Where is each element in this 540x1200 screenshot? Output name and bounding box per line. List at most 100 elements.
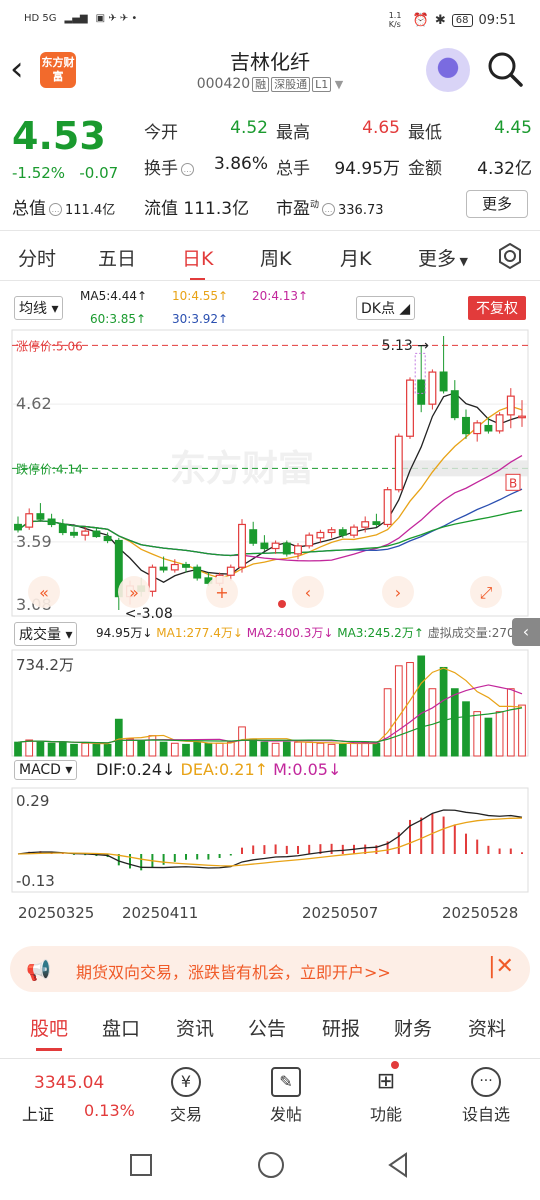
last-price: 4.53 — [12, 114, 106, 158]
change-percent: -1.52% — [12, 164, 66, 182]
ma5-legend: MA5:4.44↑ — [80, 289, 148, 303]
info-icon[interactable]: … — [181, 162, 194, 176]
candle-body — [249, 529, 258, 544]
candle-body — [193, 566, 202, 579]
clock: 09:51 — [478, 12, 516, 28]
candle-body — [372, 521, 381, 526]
dk-point-select[interactable]: DK点 ◢ — [356, 296, 416, 320]
ma20-legend: 20:4.13↑ — [252, 289, 309, 303]
dif-line — [17, 809, 523, 869]
volume-bar — [137, 740, 146, 757]
search-icon[interactable] — [486, 50, 524, 88]
stock-header: ‹ 东方财富 吉林化纤 000420 融深股通 L1 ▼ — [0, 40, 540, 102]
chart-control-button — [382, 576, 414, 608]
chart-control-button — [292, 576, 324, 608]
volume-bar — [450, 688, 459, 757]
date-label: 20250411 — [122, 904, 198, 922]
back-nav-icon[interactable] — [386, 1152, 410, 1178]
chart-control-icon: + — [215, 583, 228, 602]
functions-button[interactable]: ⊞ 功能 — [370, 1061, 402, 1125]
chart-control-icon: « — [39, 583, 49, 602]
chart-control-button — [206, 576, 238, 608]
divider — [0, 230, 540, 231]
change-amount: -0.07 — [79, 164, 119, 182]
dif-legend: DIF:0.24↓ — [96, 760, 176, 779]
volume-bar — [484, 717, 493, 757]
kline-chart-area: 均线 ▾ MA5:4.44↑ 10:4.55↑ 20:4.13↑ 60:3.85… — [0, 286, 540, 938]
trade-button[interactable]: ¥ 交易 — [170, 1067, 202, 1125]
volume-bar — [25, 739, 34, 757]
recents-icon[interactable] — [130, 1154, 152, 1176]
back-icon[interactable]: ‹ — [10, 49, 24, 89]
tab-monthly-k[interactable]: 月K — [340, 248, 372, 270]
tab-intraday[interactable]: 分时 — [18, 248, 57, 270]
candle-body — [394, 435, 403, 491]
volume-bar — [338, 743, 347, 757]
settings-icon[interactable] — [496, 242, 524, 270]
quote-row-1: 今开 4.52 最高 4.65 最低 4.45 — [144, 118, 540, 143]
ad-banner[interactable]: 📢 期货双向交易，涨跌皆有机会，立即开户>> |✕ — [10, 946, 530, 992]
volume-bar — [495, 711, 504, 757]
info-icon[interactable]: … — [322, 202, 336, 216]
close-icon[interactable]: |✕ — [488, 954, 514, 979]
candle-body — [260, 542, 269, 550]
low-value: 4.45 — [494, 118, 532, 138]
candle-body — [338, 529, 347, 536]
buy-marker — [505, 473, 521, 491]
assistant-avatar[interactable] — [426, 48, 470, 92]
tab-news[interactable]: 资讯 — [176, 1018, 215, 1040]
chart-tabs: 分时 五日 日K 周K 月K 更多 ▼ — [0, 232, 540, 281]
post-button[interactable]: ✎ 发帖 — [270, 1067, 302, 1125]
volume-bar — [114, 718, 123, 757]
info-icon[interactable]: … — [49, 202, 62, 216]
dropdown-icon[interactable]: ▼ — [331, 78, 344, 91]
float-cap: 流值 111.3亿 — [144, 194, 249, 219]
tab-more[interactable]: 更多 ▼ — [418, 248, 468, 270]
status-right: 1.1 K/s ⏰ ✱ 68 09:51 — [389, 11, 516, 29]
tag-level: L1 — [312, 77, 332, 92]
tab-five-day[interactable]: 五日 — [98, 248, 137, 270]
index-value[interactable]: 3345.04 — [34, 1073, 105, 1093]
tab-announcements[interactable]: 公告 — [248, 1018, 287, 1040]
volume-bar — [394, 665, 403, 757]
settings-watchlist-button[interactable]: ··· 设自选 — [462, 1067, 510, 1125]
turnover-value: 3.86% — [213, 154, 268, 174]
open-label: 今开 — [144, 123, 178, 143]
index-change: 0.13% — [84, 1101, 135, 1120]
chart-control-icon: › — [395, 583, 401, 602]
volume-bar — [518, 704, 526, 757]
info-tabs: 股吧 盘口 资讯 公告 研报 财务 资料 — [0, 1004, 540, 1051]
macd-tick-label: -0.13 — [16, 872, 55, 890]
volume-legend: 94.95万↓ MA1:277.4万↓ MA2:400.3万↓ MA3:245.… — [96, 624, 538, 641]
volume-bar — [215, 742, 224, 757]
tab-forum[interactable]: 股吧 — [30, 1014, 68, 1051]
tab-research[interactable]: 研报 — [322, 1018, 361, 1040]
tab-weekly-k[interactable]: 周K — [260, 248, 292, 270]
chart-control-button — [118, 576, 150, 608]
collapse-icon[interactable]: ‹ — [512, 618, 540, 646]
home-icon[interactable] — [258, 1152, 284, 1178]
adjust-button[interactable]: 不复权 — [468, 296, 526, 320]
volume-select[interactable]: 成交量 ▾ — [14, 622, 78, 646]
candle-body — [439, 371, 448, 392]
dea-line — [17, 817, 523, 867]
volume-bar — [294, 741, 302, 757]
ma-select[interactable]: 均线 ▾ — [14, 296, 64, 320]
current-dot — [278, 600, 286, 608]
volume-bar — [271, 742, 280, 757]
volume-bar — [182, 743, 190, 757]
macd-select[interactable]: MACD ▾ — [14, 760, 78, 780]
volume-bar — [126, 738, 134, 757]
candle-body — [92, 530, 101, 538]
volume-bar — [473, 711, 482, 757]
candle-body — [450, 390, 459, 419]
volume-bar — [439, 666, 448, 757]
volume-bar — [260, 741, 269, 757]
volume-bar — [226, 741, 235, 757]
tab-orderbook[interactable]: 盘口 — [102, 1018, 141, 1040]
tab-profile[interactable]: 资料 — [468, 1018, 507, 1040]
tab-finance[interactable]: 财务 — [394, 1018, 433, 1040]
more-button[interactable]: 更多 — [466, 190, 528, 218]
tab-daily-k[interactable]: 日K — [182, 244, 213, 281]
